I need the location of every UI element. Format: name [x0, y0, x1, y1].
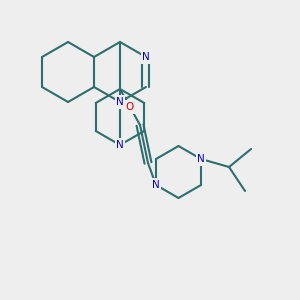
Text: N: N — [197, 154, 205, 164]
Text: N: N — [142, 52, 150, 62]
Text: N: N — [116, 97, 124, 107]
Text: O: O — [126, 102, 134, 112]
Text: N: N — [116, 140, 124, 150]
Text: N: N — [152, 180, 160, 190]
